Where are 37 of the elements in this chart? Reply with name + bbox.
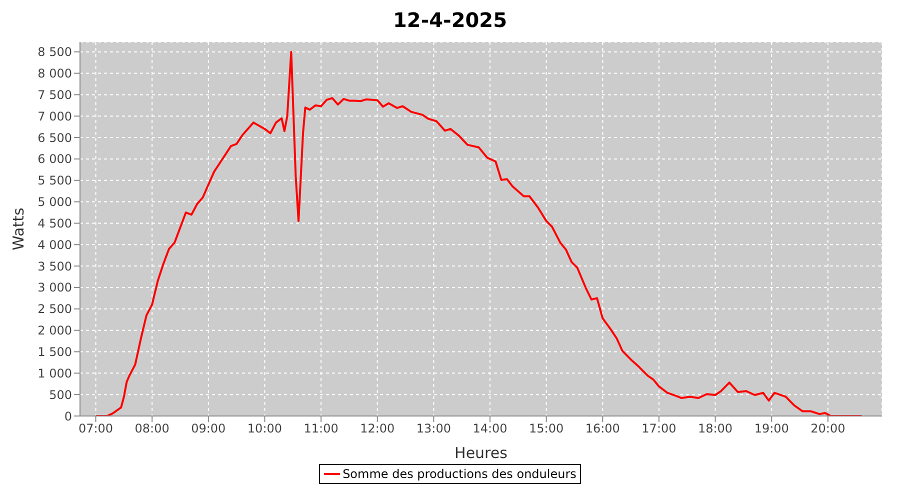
y-tick-label: 0 [64,409,72,424]
y-axis-title: Watts [9,208,28,250]
y-tick-label: 2 500 [38,302,72,316]
x-tick-label: 10:00 [247,422,282,436]
y-tick-label: 2 000 [38,324,72,338]
x-tick-label: 08:00 [134,422,170,436]
y-tick-label: 8 000 [38,66,72,81]
y-tick-label: 1 500 [38,345,72,359]
x-tick-label: 17:00 [642,422,676,436]
y-tick-label: 5 500 [38,174,72,188]
x-tick-label: 13:00 [416,422,451,436]
x-tick-label: 14:00 [472,422,508,436]
x-tick-label: 18:00 [698,422,733,436]
y-tick-label: 1 000 [38,366,72,380]
y-tick-label: 6 000 [38,152,72,166]
x-tick-label: 15:00 [529,422,564,436]
x-axis-title: Heures [454,444,508,462]
x-tick-label: 09:00 [191,422,226,436]
y-tick-label: 7 000 [38,109,72,124]
y-tick-label: 5 000 [38,195,72,210]
y-tick-label: 3 500 [38,259,72,274]
x-tick-label: 12:00 [360,422,395,436]
x-tick-label: 07:00 [78,422,114,436]
x-tick-label: 20:00 [810,422,846,436]
y-tick-label: 7 500 [38,88,72,102]
y-tick-label: 500 [49,388,72,402]
y-tick-label: 6 500 [38,130,72,145]
x-tick-label: 19:00 [754,422,789,436]
y-tick-label: 8 500 [38,45,72,60]
line-series [94,50,863,416]
x-tick-label: 16:00 [585,422,620,436]
y-tick-label: 4 000 [38,238,72,252]
chart-title: 12-4-2025 [392,8,508,34]
legend-label: Somme des productions des onduleurs [342,467,576,481]
y-tick-label: 4 500 [38,216,72,230]
y-tick-label: 3 000 [38,280,72,295]
x-tick-label: 11:00 [304,422,338,436]
